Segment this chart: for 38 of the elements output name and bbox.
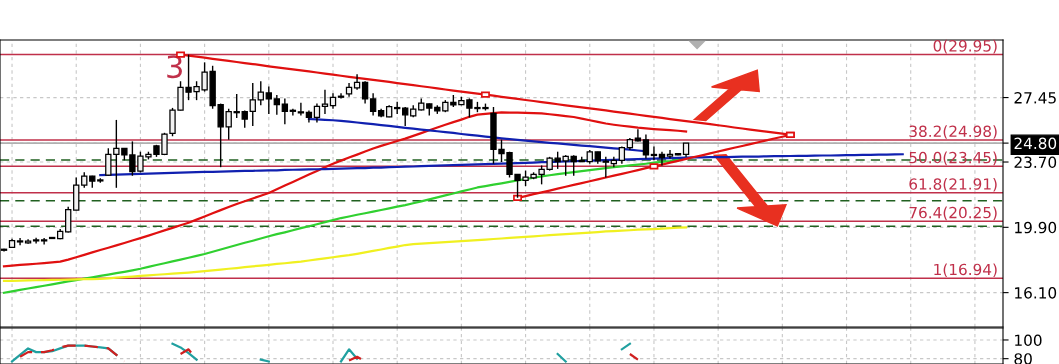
- point: [649, 163, 659, 170]
- annotation: 3: [167, 55, 182, 79]
- candlestick: [249, 82, 256, 127]
- candlestick: [369, 92, 377, 117]
- candlestick: [257, 80, 264, 107]
- ref-line-label: 61.8(21.91): [909, 178, 997, 192]
- y-tick-label: 27.45: [1014, 92, 1056, 104]
- point: [481, 91, 490, 98]
- ref-line-label: 76.4(20.25): [909, 206, 997, 221]
- candlestick: [273, 94, 281, 116]
- y-tick-label: 16.10: [1015, 287, 1057, 299]
- candlestick: [281, 97, 289, 125]
- y-tick-label: 19.90: [1015, 221, 1057, 234]
- line-series: [2, 111, 688, 268]
- candlestick: [402, 106, 409, 127]
- point: [513, 194, 522, 202]
- candlestick: [361, 80, 369, 105]
- candlestick: [634, 128, 642, 143]
- candlestick: [297, 102, 305, 117]
- ref-line-label: 1(16.94): [934, 263, 997, 278]
- candlestick: [642, 133, 650, 160]
- y-tick-label: 80: [1014, 353, 1032, 364]
- candlestick: [313, 102, 321, 124]
- candlestick: [265, 85, 272, 115]
- y-tick-label: 100: [1015, 334, 1042, 346]
- candlestick: [602, 156, 610, 179]
- ref-line-label: 0(29.95): [933, 39, 997, 54]
- candlestick: [393, 101, 401, 115]
- ref-line-label: 50.0(23.45): [909, 151, 997, 166]
- candlestick: [666, 149, 674, 160]
- candlestick: [65, 206, 72, 234]
- ref-line-label: 38.2(24.98): [909, 125, 997, 139]
- y-tick-label: 24.80: [1014, 137, 1057, 150]
- y-tick-label: 23.70: [1014, 156, 1057, 169]
- candlestick: [321, 89, 329, 115]
- line-series: [2, 226, 688, 283]
- candlestick: [650, 145, 658, 161]
- candlestick: [289, 108, 297, 117]
